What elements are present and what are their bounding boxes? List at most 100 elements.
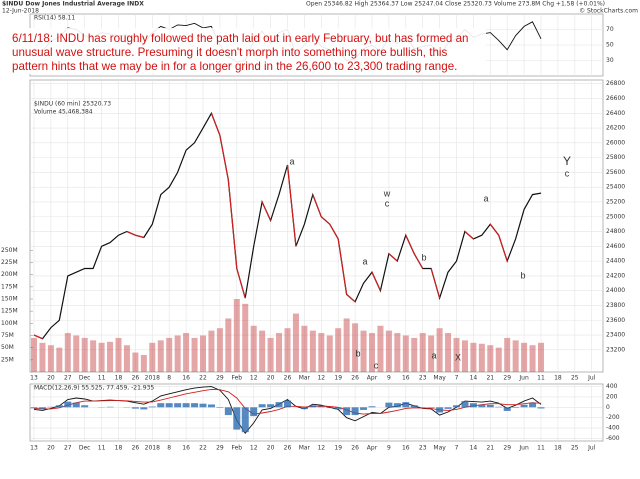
histogram-bar	[182, 403, 190, 408]
down-segment	[210, 113, 221, 136]
histogram-bar	[334, 407, 342, 410]
wave-label: X	[455, 352, 461, 362]
x-tick-label: 26	[351, 375, 359, 382]
down-segment	[286, 164, 297, 247]
x-tick-label: 26	[284, 375, 292, 382]
x-tick-label: 20	[47, 375, 55, 382]
y-tick-label: 25000	[606, 213, 625, 220]
histogram-bar	[275, 402, 283, 408]
x-tick-label: 22	[199, 375, 207, 382]
x-tick-label: 13	[30, 375, 38, 382]
y-tick-label: -200	[606, 414, 620, 421]
histogram-bar	[368, 406, 376, 408]
histogram-bar	[64, 401, 72, 408]
annotation-box	[8, 28, 486, 74]
x-tick-label: May	[433, 445, 446, 452]
y-tick-label: 70	[606, 26, 614, 33]
y-tick-label: 25600	[606, 169, 625, 176]
y-tick-label: 26400	[606, 110, 625, 117]
volume-bar	[521, 342, 528, 372]
x-tick-label: 16	[402, 375, 410, 382]
volume-tick-label: 250M	[1, 247, 18, 254]
histogram-bar	[55, 405, 63, 408]
histogram-bar	[343, 407, 351, 416]
x-tick-label: 21	[486, 445, 494, 452]
histogram-bar	[453, 405, 460, 408]
down-segment	[489, 223, 500, 236]
histogram-bar	[284, 400, 291, 408]
histogram-bar	[81, 405, 89, 408]
x-tick-label: 18	[554, 375, 562, 382]
down-segment	[261, 201, 272, 221]
histogram-bar	[520, 404, 528, 408]
down-segment	[135, 234, 145, 239]
wave-label: a	[483, 193, 488, 203]
x-tick-label: Feb	[231, 445, 242, 452]
histogram-bar	[360, 407, 368, 410]
histogram-bar	[529, 402, 537, 408]
down-segment	[413, 253, 424, 269]
x-tick-label: Feb	[231, 375, 242, 382]
wave-label: a	[362, 256, 367, 266]
histogram-bar	[326, 407, 334, 409]
histogram-bar	[106, 406, 114, 408]
y-tick-label: 200	[606, 393, 618, 400]
volume-bar	[512, 340, 519, 372]
x-tick-label: 16	[402, 445, 410, 452]
volume-bar	[487, 345, 494, 372]
volume-bar	[326, 335, 333, 372]
y-tick-label: 0	[606, 404, 610, 411]
x-tick-label: Jun	[518, 445, 529, 452]
credit: © StockCharts.com	[579, 8, 638, 15]
x-tick-label: 18	[115, 445, 123, 452]
volume-bar	[394, 333, 401, 372]
volume-bar	[200, 335, 206, 372]
volume-bar	[174, 335, 181, 372]
volume-bar	[140, 354, 147, 372]
volume-bar	[267, 337, 274, 372]
x-tick-label: 18	[554, 445, 562, 452]
x-tick-label: 20	[267, 445, 275, 452]
wave-label: Y	[563, 154, 571, 168]
x-tick-label: Mar	[299, 445, 311, 452]
volume-bar	[377, 325, 384, 372]
histogram-bar	[317, 406, 325, 408]
panel-frame	[29, 383, 604, 442]
wave-label: b	[520, 270, 525, 280]
volume-bar	[385, 330, 392, 372]
x-tick-label: 9	[387, 375, 391, 382]
x-tick-label: 7	[455, 445, 459, 452]
x-tick-label: 18	[115, 375, 123, 382]
annotation: 6/11/18: INDU has roughly followed the p…	[8, 28, 486, 74]
histogram-bar	[47, 406, 55, 408]
volume-bar	[183, 333, 190, 372]
histogram-bar	[410, 405, 418, 408]
x-tick-label: 19	[334, 375, 342, 382]
x-tick-label: 14	[470, 445, 478, 452]
x-tick-label: 26	[351, 445, 359, 452]
volume-bar	[292, 313, 299, 372]
x-tick-label: 14	[470, 375, 478, 382]
volume-bar	[352, 323, 359, 372]
volume-bar	[90, 340, 97, 372]
down-segment	[126, 230, 136, 236]
x-tick-label: 16	[182, 445, 190, 452]
x-tick-label: 23	[419, 375, 427, 382]
down-segment	[346, 293, 356, 303]
x-tick-label: 9	[387, 445, 391, 452]
volume-bar	[157, 340, 164, 372]
histogram-bar	[148, 406, 156, 408]
volume-bar	[208, 330, 215, 372]
x-tick-label: 29	[216, 445, 224, 452]
histogram-bar	[402, 402, 410, 408]
volume-tick-label: 50M	[1, 344, 14, 351]
down-segment	[464, 231, 474, 240]
histogram-bar	[478, 404, 486, 408]
annotation-line: 6/11/18: INDU has roughly followed the p…	[12, 32, 469, 45]
annotation-line: unusual wave structure. Presuming it doe…	[12, 46, 447, 59]
histogram-bar	[216, 407, 224, 408]
x-tick-label: 26	[132, 445, 140, 452]
histogram-bar	[486, 404, 494, 408]
down-segment	[236, 268, 246, 299]
